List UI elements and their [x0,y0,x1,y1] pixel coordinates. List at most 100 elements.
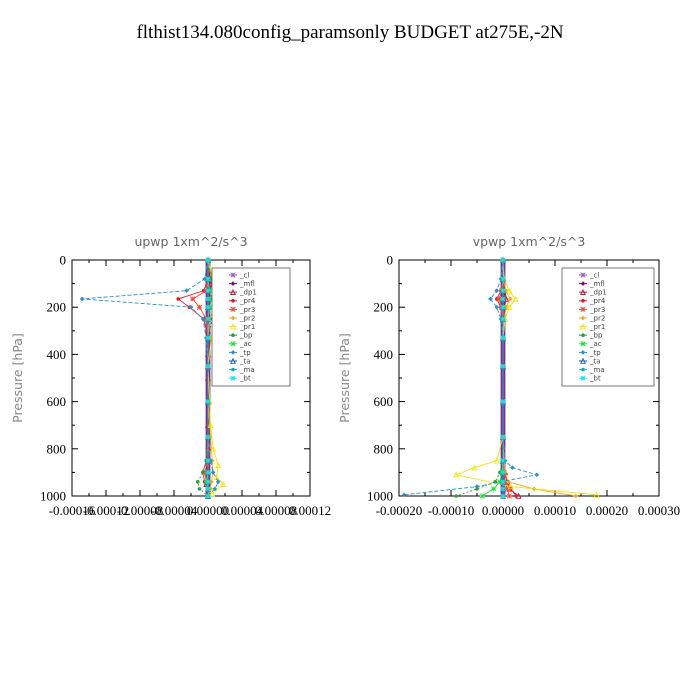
series-point [512,295,519,302]
y-tick-label: 400 [374,347,394,362]
legend-label: _pr2 [589,314,605,322]
series-point [215,462,222,469]
panel-title: upwp 1xm^2/s^3 [134,234,247,249]
series-point [474,484,480,489]
y-tick-label: 200 [47,300,67,315]
legend-item: _mfl [229,280,255,288]
legend-item: _bt [229,375,251,383]
legend-item: _dp1 [229,289,257,297]
y-tick-label: 400 [47,347,67,362]
figure-title: flthist134.080config_paramsonly BUDGET a… [136,22,564,43]
series-point [205,493,211,499]
legend-item: _cl [579,271,599,279]
series-point [479,493,485,499]
x-tick-label: -0.00010 [428,503,475,518]
legend-item: _ac [229,340,252,348]
series-point [205,434,211,440]
series-point [593,491,600,498]
legend-marker [581,367,585,372]
legend-marker [579,357,587,364]
legend-marker [230,375,236,381]
series-point [504,486,510,492]
series-point [506,303,513,310]
series-point [488,296,493,302]
series-bp [454,258,505,498]
legend-item: _tp [229,349,251,357]
legend-item: _tp [579,349,601,357]
legend-label: _mfl [589,280,605,288]
series-point [500,288,506,294]
y-tick-label: 1000 [367,489,393,504]
legend-marker [580,375,586,381]
series-point [491,486,497,492]
y-axis-label: Pressure [hPa] [337,333,352,423]
legend-item: _ac [579,340,602,348]
series-point [507,483,514,490]
legend-marker [231,367,235,372]
legend-label: _ma [589,366,605,374]
legend-item: _pr2 [579,314,605,322]
series-point [205,276,211,282]
legend-label: _dp1 [239,289,257,297]
legend-label: _ac [589,340,602,348]
series-point [454,494,459,498]
legend-label: _bp [239,332,253,340]
series-point [475,487,479,491]
legend-label: _pr3 [239,306,255,314]
y-tick-label: 600 [374,394,394,409]
legend-label: _ac [239,340,252,348]
series-point [401,492,407,498]
legend-marker [581,333,585,338]
legend-marker [579,288,587,295]
legend-marker [580,281,586,286]
legend-marker [230,281,236,286]
series-point [205,257,211,263]
series-point [500,457,506,464]
series-point [500,316,506,322]
y-tick-label: 200 [374,300,394,315]
legend-label: _pr2 [239,314,255,322]
legend-marker [230,341,236,347]
legend-marker [229,323,237,330]
legend-item: _cl [229,271,249,279]
panel-1: upwp 1xm^2/s^3 Pressure [hPa] 0 200 400 600 80… [10,234,331,518]
series-point [453,471,460,478]
series-point [205,486,211,492]
x-tick-label: -0.00004 [151,503,198,518]
series-point [201,470,205,475]
legend-item: _ta [229,357,251,365]
series-point [220,480,227,487]
legend-item: _pr4 [579,297,606,305]
legend-item: _pr3 [229,306,255,314]
legend-marker [580,315,586,321]
legend-item: _pr2 [229,314,255,322]
legend-label: _pr1 [589,323,605,331]
series-point [500,335,506,341]
legend-box [211,267,291,387]
series-point [500,469,506,476]
series-point [205,469,211,476]
x-tick-label: 0.00004 [221,503,264,518]
legend-item: _bp [229,332,253,340]
legend-marker [230,306,236,313]
series-point [205,363,211,369]
series-point [496,296,502,302]
series-point [79,296,85,302]
legend-label: _pr3 [589,306,605,314]
x-tick-label: 0.00012 [289,503,331,518]
legend-label: _cl [239,271,249,279]
series-point [210,470,216,475]
y-tick-label: 600 [47,394,67,409]
legend-label: _pr4 [589,297,606,305]
series-point [500,363,506,369]
legend-marker [580,341,586,347]
legend-label: _ta [239,357,251,365]
series-point [212,486,218,492]
series-point [493,457,500,464]
series-point [500,493,506,499]
series-point [500,434,506,440]
legend-item: _ma [579,366,605,374]
series-point [500,479,506,485]
legend-marker [230,315,236,321]
